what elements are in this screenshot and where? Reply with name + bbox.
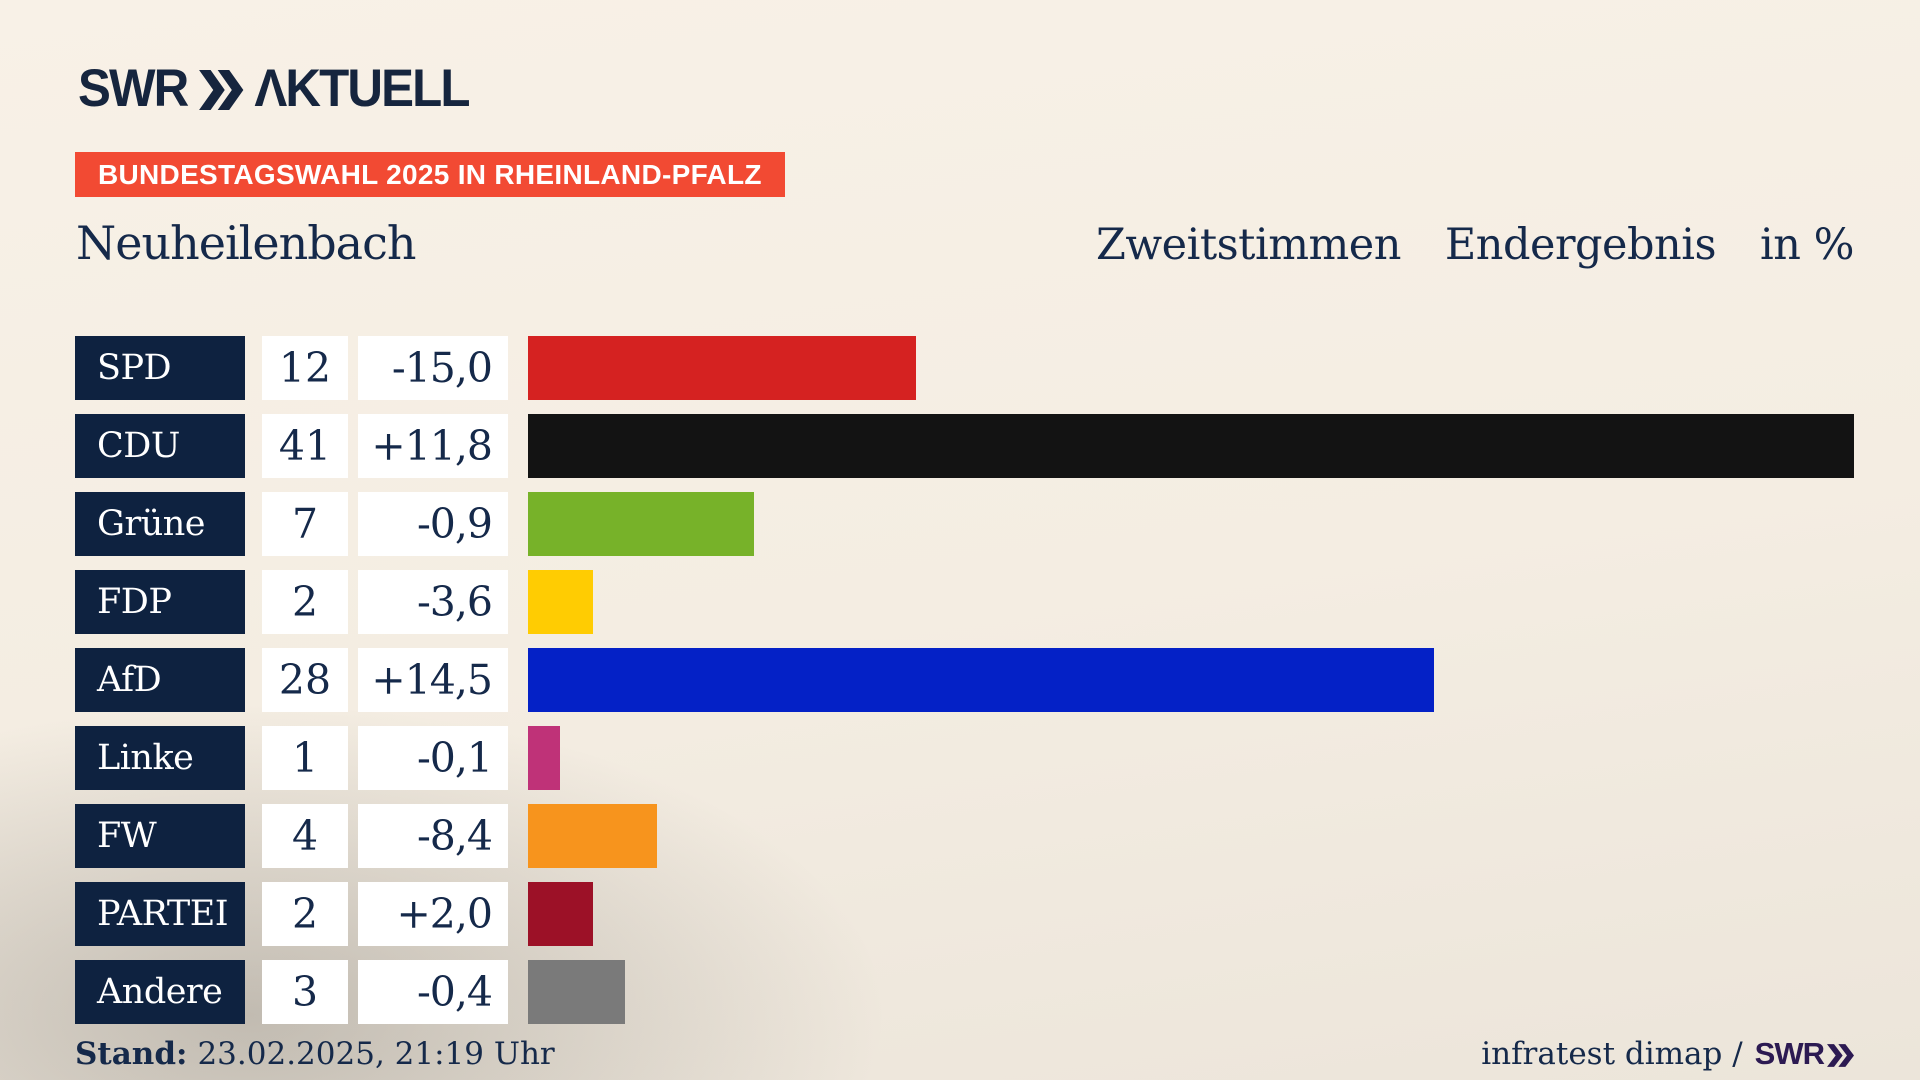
- party-row: Andere 3 -0,4: [75, 960, 1854, 1024]
- party-label: CDU: [75, 414, 245, 478]
- election-banner: BUNDESTAGSWAHL 2025 IN RHEINLAND-PFALZ: [75, 152, 785, 197]
- party-bar-area: [528, 882, 1854, 946]
- party-diff: -0,4: [358, 960, 508, 1024]
- swr-aktuell-logo: SWR ΛKTUELL: [78, 59, 470, 118]
- party-row: AfD 28 +14,5: [75, 648, 1854, 712]
- party-bar-area: [528, 960, 1854, 1024]
- party-diff: +2,0: [358, 882, 508, 946]
- party-bar-area: [528, 726, 1854, 790]
- party-diff: -0,1: [358, 726, 508, 790]
- party-bar: [528, 336, 917, 400]
- stand-value: 23.02.2025, 21:19 Uhr: [197, 1036, 555, 1072]
- party-value: 7: [262, 492, 348, 556]
- chart-title-vote-type: Zweitstimmen: [1095, 220, 1401, 270]
- party-bar: [528, 570, 593, 634]
- party-bar-area: [528, 804, 1854, 868]
- party-value: 4: [262, 804, 348, 868]
- party-diff: -8,4: [358, 804, 508, 868]
- party-value: 12: [262, 336, 348, 400]
- party-row: FDP 2 -3,6: [75, 570, 1854, 634]
- party-bar: [528, 648, 1434, 712]
- party-diff: -0,9: [358, 492, 508, 556]
- party-value: 1: [262, 726, 348, 790]
- logo-aktuell-text: ΛKTUELL: [254, 59, 470, 118]
- party-diff: -3,6: [358, 570, 508, 634]
- swr-chevrons-icon: [198, 69, 244, 110]
- logo-swr-text: SWR: [78, 59, 189, 118]
- party-bar-area: [528, 336, 1854, 400]
- party-row: SPD 12 -15,0: [75, 336, 1854, 400]
- party-value: 3: [262, 960, 348, 1024]
- party-value: 41: [262, 414, 348, 478]
- party-label: FDP: [75, 570, 245, 634]
- party-label: Grüne: [75, 492, 245, 556]
- party-label: AfD: [75, 648, 245, 712]
- party-label: PARTEI: [75, 882, 245, 946]
- party-bar-area: [528, 648, 1854, 712]
- source-text: infratest dimap /: [1481, 1036, 1743, 1072]
- chart-rows: SPD 12 -15,0 CDU 41 +11,8 Grüne 7 -0,9: [75, 336, 1854, 1038]
- party-row: Grüne 7 -0,9: [75, 492, 1854, 556]
- party-diff: +11,8: [358, 414, 508, 478]
- party-bar-area: [528, 414, 1854, 478]
- party-row: PARTEI 2 +2,0: [75, 882, 1854, 946]
- chart-title-unit: in %: [1760, 220, 1854, 270]
- party-bar: [528, 882, 593, 946]
- party-value: 2: [262, 570, 348, 634]
- party-bar: [528, 492, 755, 556]
- party-diff: -15,0: [358, 336, 508, 400]
- party-label: Linke: [75, 726, 245, 790]
- party-row: CDU 41 +11,8: [75, 414, 1854, 478]
- party-bar: [528, 414, 1854, 478]
- party-label: SPD: [75, 336, 245, 400]
- party-bar: [528, 726, 561, 790]
- party-row: Linke 1 -0,1: [75, 726, 1854, 790]
- party-label: Andere: [75, 960, 245, 1024]
- stand-timestamp: Stand: 23.02.2025, 21:19 Uhr: [75, 1036, 555, 1072]
- swr-footer-chevrons-icon: [1827, 1043, 1854, 1067]
- party-value: 28: [262, 648, 348, 712]
- party-label: FW: [75, 804, 245, 868]
- stand-label: Stand:: [75, 1036, 188, 1072]
- party-diff: +14,5: [358, 648, 508, 712]
- party-bar-area: [528, 570, 1854, 634]
- municipality-title: Neuheilenbach: [76, 216, 416, 270]
- party-bar: [528, 804, 658, 868]
- chart-title: Zweitstimmen Endergebnis in %: [1095, 220, 1855, 272]
- party-row: FW 4 -8,4: [75, 804, 1854, 868]
- chart-title-result-type: Endergebnis: [1444, 220, 1717, 270]
- party-bar-area: [528, 492, 1854, 556]
- party-value: 2: [262, 882, 348, 946]
- party-bar: [528, 960, 626, 1024]
- source-swr-text: SWR: [1754, 1036, 1825, 1071]
- source-swr-brand: SWR: [1755, 1036, 1854, 1072]
- source-attribution: infratest dimap / SWR: [1481, 1036, 1854, 1072]
